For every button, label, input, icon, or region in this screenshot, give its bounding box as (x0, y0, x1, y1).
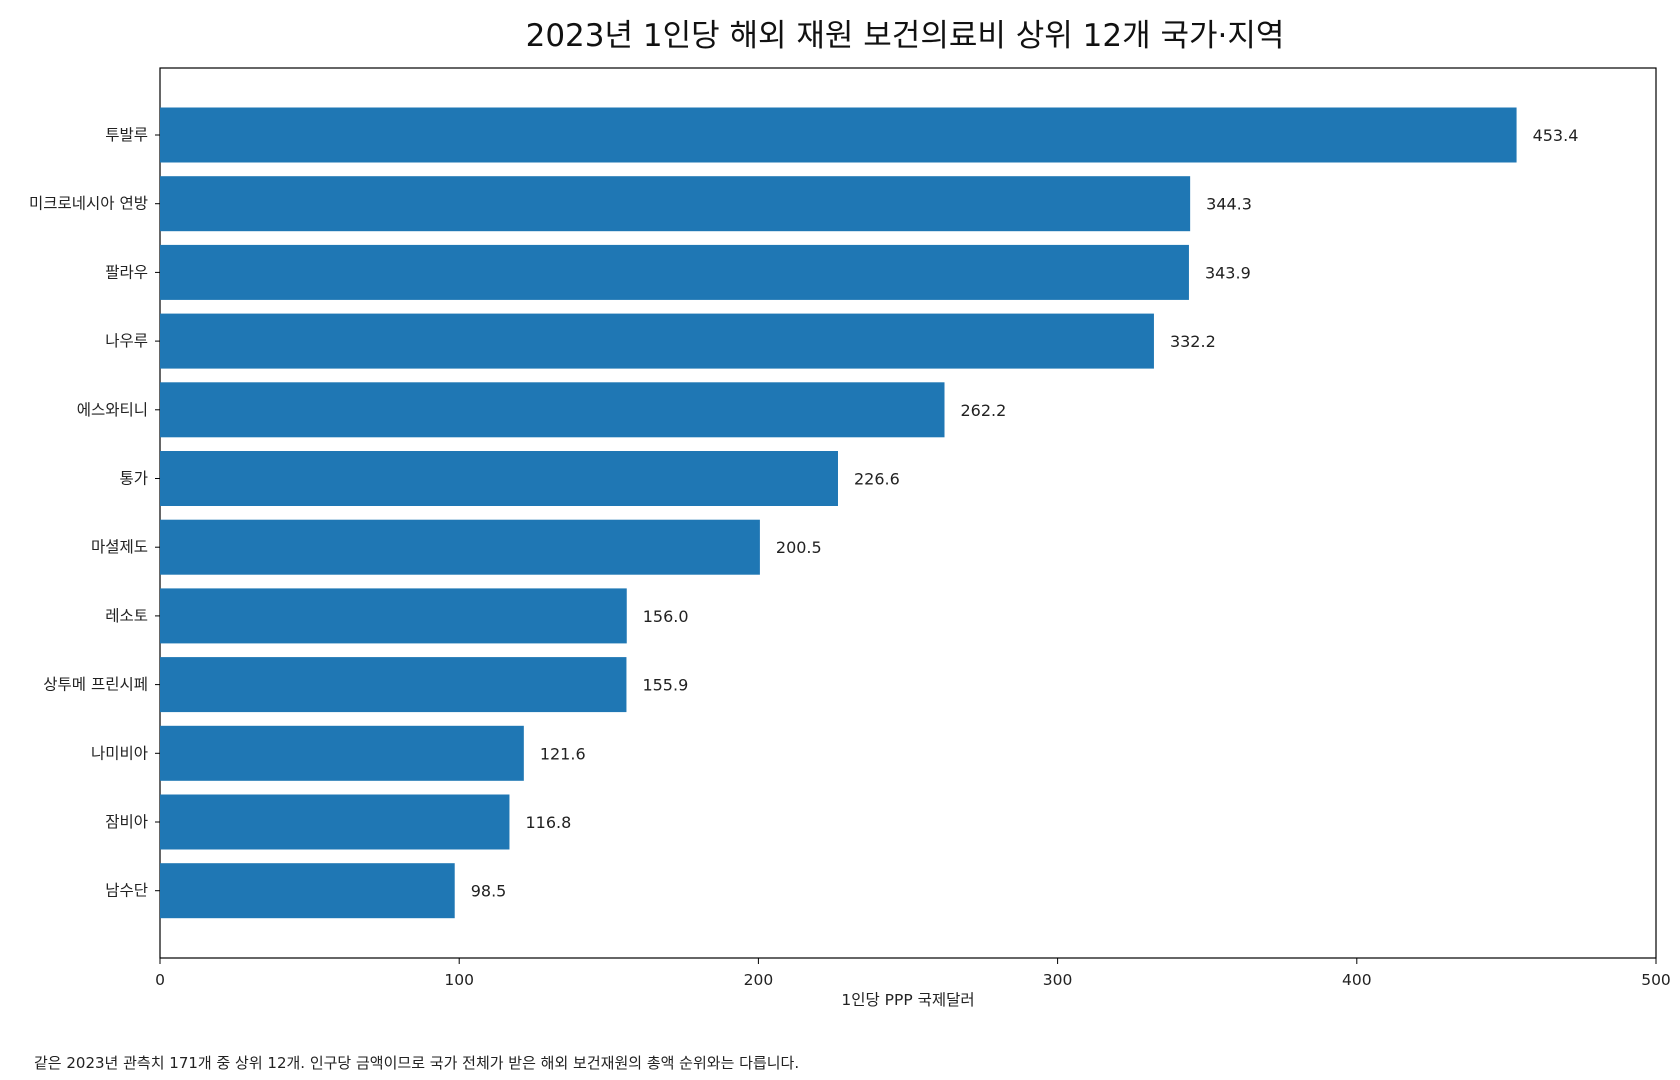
footnote: 같은 2023년 관측치 171개 중 상위 12개. 인구당 금액이므로 국가… (34, 1054, 800, 1072)
chart-title: 2023년 1인당 해외 재원 보건의료비 상위 12개 국가·지역 (526, 18, 1285, 54)
category-label: 나미비아 (91, 744, 148, 762)
category-label: 상투메 프린시페 (43, 676, 148, 694)
value-label: 226.6 (854, 470, 900, 489)
bar-3 (160, 244, 1189, 300)
category-label: 마셜제도 (91, 538, 148, 556)
value-label: 155.9 (642, 676, 688, 695)
value-label: 121.6 (540, 744, 586, 763)
category-label: 잠비아 (105, 813, 148, 831)
category-label: 나우루 (105, 332, 148, 350)
value-label: 116.8 (525, 813, 571, 832)
x-axis-ticks-group: 0 100 200 300 400 500 (155, 958, 1671, 989)
category-label: 미크로네시아 연방 (29, 195, 148, 213)
x-tick-label: 300 (1043, 971, 1073, 989)
bar-1 (160, 107, 1517, 163)
x-tick-label: 400 (1342, 971, 1372, 989)
x-axis-label: 1인당 PPP 국제달러 (841, 991, 974, 1009)
x-tick-label: 200 (744, 971, 774, 989)
value-label: 344.3 (1206, 195, 1252, 214)
bar-12 (160, 863, 455, 919)
bar-11 (160, 794, 510, 850)
bar-9 (160, 657, 627, 713)
x-tick-label: 0 (155, 971, 165, 989)
x-tick-label: 500 (1641, 971, 1671, 989)
bar-8 (160, 588, 627, 644)
category-label: 남수단 (105, 882, 148, 900)
bar-6 (160, 451, 838, 506)
x-tick-label: 100 (444, 971, 474, 989)
value-label: 98.5 (471, 882, 507, 901)
bars-group (160, 107, 1517, 919)
category-label: 팔라우 (105, 263, 148, 281)
bar-2 (160, 176, 1191, 232)
value-label: 156.0 (643, 607, 689, 626)
category-label: 투발루 (105, 126, 148, 144)
bar-7 (160, 519, 760, 575)
category-label: 통가 (119, 470, 148, 488)
value-label: 200.5 (776, 538, 822, 557)
value-label: 262.2 (961, 401, 1007, 420)
value-label: 332.2 (1170, 332, 1216, 351)
bar-5 (160, 382, 945, 438)
bar-10 (160, 725, 524, 781)
plot-area-frame (159, 67, 1657, 959)
bar-4 (160, 313, 1154, 369)
value-label: 453.4 (1533, 126, 1579, 145)
value-labels-group: 453.4 344.3 343.9 332.2 262.2 226.6 200.5 156.0… (471, 126, 1579, 901)
category-label: 레소토 (105, 607, 148, 625)
category-label: 에스와티니 (77, 401, 148, 419)
value-label: 343.9 (1205, 263, 1251, 282)
